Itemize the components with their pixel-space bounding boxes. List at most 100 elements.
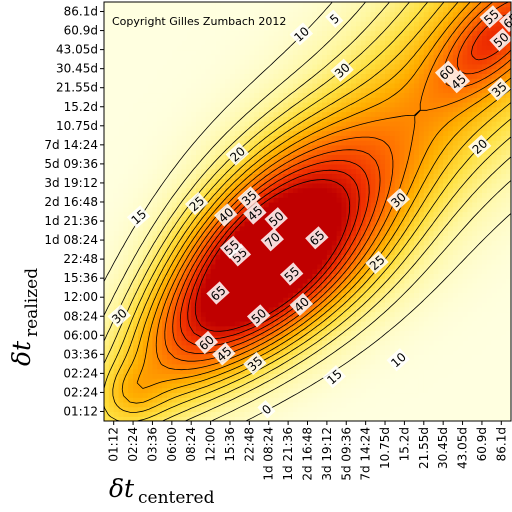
heatmap-cell	[375, 278, 381, 284]
heatmap-cell	[268, 201, 275, 208]
heatmap-cell	[283, 92, 289, 98]
heatmap-cell	[210, 411, 217, 417]
heatmap-cell	[157, 49, 163, 55]
heatmap-cell	[186, 87, 192, 94]
heatmap-cell	[205, 16, 212, 22]
heatmap-cell	[171, 59, 178, 65]
heatmap-cell	[215, 373, 221, 379]
heatmap-cell	[346, 301, 352, 308]
heatmap-cell	[288, 78, 294, 84]
heatmap-cell	[152, 282, 158, 289]
heatmap-cell	[302, 211, 309, 217]
heatmap-cell	[157, 101, 163, 108]
heatmap-cell	[278, 373, 284, 379]
heatmap-cell	[123, 149, 129, 155]
heatmap-cell	[210, 225, 217, 232]
heatmap-cell	[133, 59, 139, 65]
heatmap-cell	[263, 130, 270, 136]
heatmap-cell	[249, 221, 255, 227]
heatmap-cell	[326, 154, 333, 160]
heatmap-cell	[336, 106, 343, 113]
heatmap-cell	[118, 240, 124, 246]
heatmap-cell	[166, 378, 173, 384]
heatmap-cell	[104, 106, 110, 113]
heatmap-cell	[215, 54, 221, 60]
heatmap-cell	[322, 378, 328, 384]
heatmap-cell	[176, 225, 183, 232]
heatmap-cell	[254, 287, 260, 294]
heatmap-cell	[346, 111, 352, 117]
heatmap-cell	[186, 44, 192, 51]
heatmap-cell	[225, 101, 231, 108]
heatmap-cell	[307, 135, 313, 141]
heatmap-cell	[210, 63, 217, 70]
heatmap-cell	[171, 140, 178, 146]
heatmap-cell	[331, 182, 338, 189]
heatmap-cell	[268, 97, 275, 103]
heatmap-cell	[113, 116, 120, 122]
heatmap-cell	[229, 297, 236, 303]
heatmap-cell	[259, 301, 265, 308]
heatmap-cell	[370, 316, 376, 322]
heatmap-cell	[215, 25, 221, 32]
heatmap-cell	[254, 63, 260, 70]
heatmap-cell	[171, 349, 178, 355]
heatmap-cell	[331, 235, 338, 241]
heatmap-cell	[215, 59, 221, 65]
heatmap-cell	[142, 311, 149, 317]
heatmap-cell	[288, 387, 294, 394]
heatmap-cell	[205, 197, 212, 203]
heatmap-cell	[171, 316, 178, 322]
heatmap-cell	[181, 144, 187, 151]
heatmap-cell	[283, 187, 289, 194]
heatmap-cell	[225, 392, 231, 398]
heatmap-cell	[263, 30, 270, 36]
heatmap-cell	[268, 354, 275, 360]
heatmap-cell	[254, 335, 260, 341]
heatmap-cell	[128, 68, 134, 75]
heatmap-cell	[162, 92, 168, 98]
heatmap-cell	[225, 273, 231, 279]
heatmap-cell	[273, 149, 280, 155]
heatmap-cell	[225, 149, 231, 155]
heatmap-cell	[351, 221, 357, 227]
heatmap-cell	[147, 130, 154, 136]
heatmap-cell	[147, 6, 154, 13]
heatmap-cell	[152, 316, 158, 322]
heatmap-cell	[355, 363, 362, 370]
heatmap-cell	[365, 216, 372, 222]
heatmap-cell	[307, 249, 313, 255]
heatmap-cell	[331, 101, 338, 108]
heatmap-cell	[181, 330, 187, 336]
heatmap-cell	[312, 173, 318, 179]
heatmap-cell	[181, 306, 187, 313]
heatmap-cell	[249, 44, 255, 51]
heatmap-cell	[346, 30, 352, 36]
heatmap-cell	[312, 301, 318, 308]
heatmap-cell	[196, 240, 202, 246]
heatmap-cell	[273, 78, 280, 84]
heatmap-cell	[292, 411, 299, 417]
heatmap-cell	[220, 382, 226, 389]
heatmap-cell	[152, 59, 158, 65]
heatmap-cell	[312, 63, 318, 70]
heatmap-cell	[104, 287, 110, 294]
heatmap-cell	[220, 321, 226, 327]
heatmap-cell	[370, 82, 376, 89]
heatmap-cell	[351, 140, 357, 146]
heatmap-cell	[152, 401, 158, 408]
heatmap-cell	[278, 154, 284, 160]
heatmap-cell	[234, 6, 241, 13]
heatmap-cell	[104, 401, 110, 408]
heatmap-cell	[283, 68, 289, 75]
heatmap-cell	[326, 344, 333, 351]
heatmap-cell	[326, 401, 333, 408]
heatmap-cell	[123, 125, 129, 132]
heatmap-cell	[273, 259, 280, 265]
heatmap-cell	[365, 340, 372, 346]
heatmap-cell	[186, 16, 192, 22]
heatmap-cell	[171, 106, 178, 113]
heatmap-cell	[191, 244, 197, 251]
heatmap-cell	[142, 101, 149, 108]
heatmap-cell	[254, 135, 260, 141]
